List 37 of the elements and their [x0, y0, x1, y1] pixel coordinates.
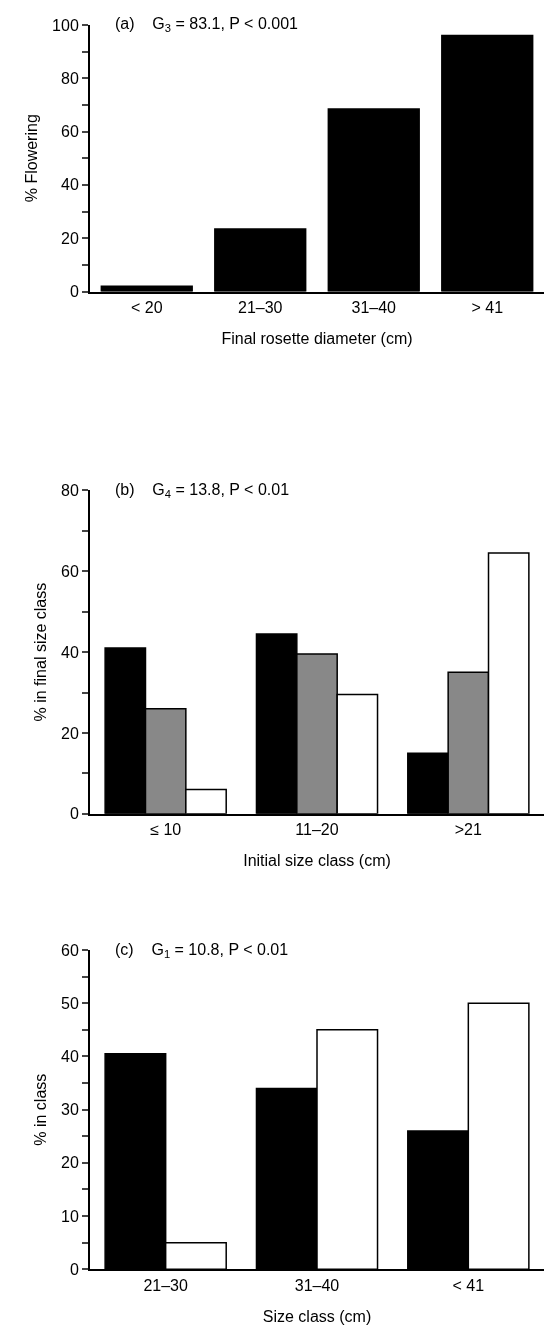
y-axis-title: % in final size class [32, 582, 50, 722]
y-tick-label: 40 [61, 1048, 79, 1066]
y-tick-label: 60 [61, 123, 79, 141]
y-axis-title: % Flowering [23, 114, 41, 203]
y-tick-label: 20 [61, 229, 79, 247]
x-tick-label: 31–40 [351, 298, 397, 316]
annotation: (a) G$_{3}$ = 83.1, P < 0.001 [115, 15, 299, 35]
y-tick-label: 20 [61, 1154, 79, 1172]
y-tick-label: 0 [69, 283, 79, 301]
x-axis-title: Initial size class (cm) [243, 852, 391, 870]
x-tick-label: ≤ 10 [150, 820, 182, 838]
y-tick-label: 10 [61, 1207, 79, 1225]
x-tick-label: 21–30 [143, 1276, 189, 1294]
y-tick-label: 80 [61, 69, 79, 87]
y-tick-label: 40 [61, 176, 79, 194]
y-tick-label: 60 [61, 941, 79, 959]
x-axis-title: Size class (cm) [262, 1307, 372, 1325]
x-tick-label: < 20 [130, 298, 163, 316]
x-tick-label: > 41 [471, 298, 504, 316]
y-axis-title: % in class [32, 1073, 50, 1146]
x-tick-label: 21–30 [238, 298, 283, 316]
y-tick-label: 0 [69, 1260, 79, 1278]
x-tick-label: 31–40 [294, 1276, 340, 1294]
x-tick-label: >21 [454, 820, 482, 838]
y-tick-label: 100 [52, 16, 79, 34]
y-tick-label: 20 [61, 724, 79, 742]
annotation: (b) G$_{4}$ = 13.8, P < 0.01 [115, 481, 290, 501]
y-tick-label: 0 [69, 805, 79, 823]
y-tick-label: 60 [61, 562, 79, 580]
x-tick-label: 11–20 [295, 820, 339, 838]
y-tick-label: 40 [61, 643, 79, 661]
annotation: (c) G$_{1}$ = 10.8, P < 0.01 [115, 941, 289, 961]
y-tick-label: 80 [61, 482, 79, 500]
x-axis-title: Final rosette diameter (cm) [221, 329, 413, 347]
y-tick-label: 50 [61, 994, 79, 1012]
y-tick-label: 30 [61, 1101, 79, 1119]
x-tick-label: < 41 [452, 1276, 485, 1294]
